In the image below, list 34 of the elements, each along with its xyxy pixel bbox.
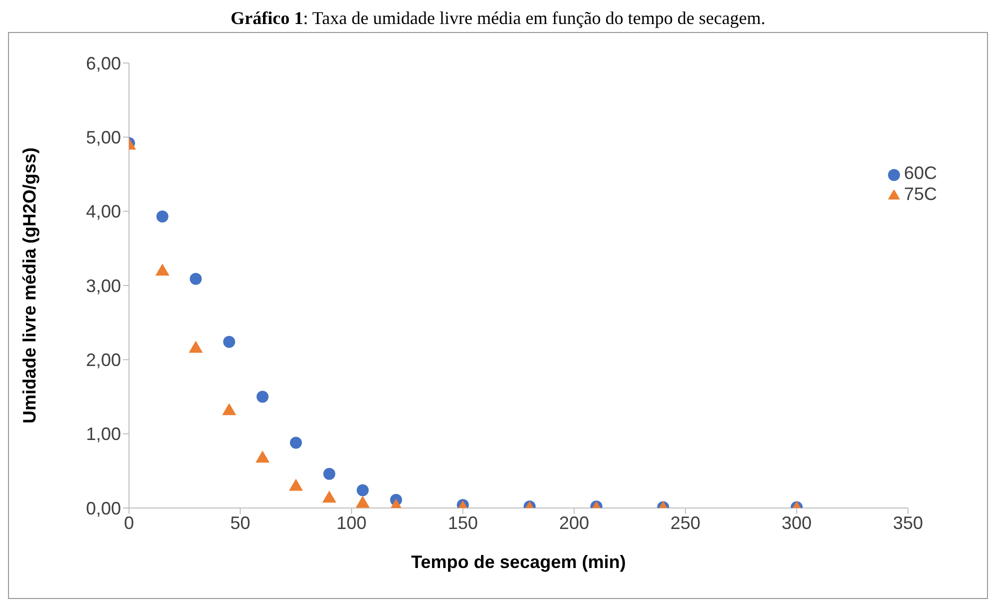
x-tick-label: 300 bbox=[782, 512, 812, 533]
point bbox=[288, 478, 303, 491]
legend-label: 60C bbox=[904, 163, 937, 183]
x-tick-label: 100 bbox=[336, 512, 367, 533]
y-tick-label: 1,00 bbox=[86, 424, 121, 444]
x-axis-title: Tempo de secagem (min) bbox=[411, 552, 626, 572]
y-tick-label: 2,00 bbox=[86, 350, 121, 370]
x-tick-label: 250 bbox=[670, 512, 700, 533]
point bbox=[256, 390, 269, 403]
point bbox=[190, 272, 202, 285]
point bbox=[323, 468, 336, 480]
y-tick-label: 5,00 bbox=[86, 128, 121, 148]
chart-title: Gráfico 1: Taxa de umidade livre média em função do tempo de secagem. bbox=[230, 8, 766, 30]
point bbox=[356, 496, 370, 508]
x-tick-label: 0 bbox=[124, 512, 134, 533]
point bbox=[290, 436, 302, 449]
y-tick-label: 6,00 bbox=[86, 53, 121, 74]
point bbox=[188, 340, 203, 353]
point bbox=[356, 484, 369, 496]
point bbox=[222, 403, 236, 416]
point bbox=[223, 336, 236, 348]
y-tick-label: 4,00 bbox=[86, 202, 121, 222]
y-tick-label: 3,00 bbox=[86, 276, 121, 296]
x-tick-label: 150 bbox=[448, 512, 478, 533]
point bbox=[256, 450, 270, 463]
y-axis-title: Umidade livre média (gH2O/gss) bbox=[19, 147, 40, 424]
point bbox=[155, 264, 170, 276]
point bbox=[156, 210, 168, 223]
point bbox=[322, 490, 336, 503]
x-tick-label: 350 bbox=[892, 512, 923, 533]
x-tick-label: 200 bbox=[559, 512, 590, 533]
x-tick-label: 50 bbox=[230, 512, 250, 533]
legend-label: 75C bbox=[904, 184, 937, 204]
y-tick-label: 0,00 bbox=[86, 498, 121, 518]
